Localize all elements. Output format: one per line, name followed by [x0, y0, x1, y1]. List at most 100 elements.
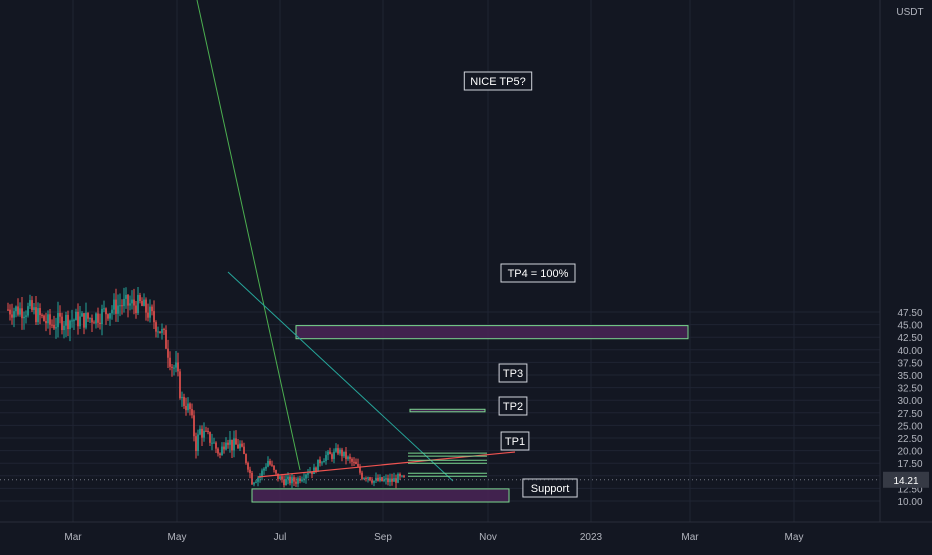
candle-body	[241, 443, 243, 447]
candle-body	[349, 456, 351, 459]
candle-body	[249, 469, 251, 473]
candle-body	[343, 451, 345, 457]
candle-body	[261, 470, 263, 477]
candle-body	[21, 308, 23, 319]
y-tick-label: 20.00	[897, 447, 922, 458]
candle-body	[311, 471, 313, 475]
candle-body	[43, 315, 45, 322]
candle-body	[95, 313, 97, 324]
candle-body	[303, 478, 305, 480]
candle-body	[81, 313, 83, 317]
candle-body	[7, 309, 9, 311]
y-tick-label: 22.50	[897, 434, 922, 445]
candle-body	[205, 430, 207, 432]
candle-body	[301, 479, 303, 482]
x-tick-label: 2023	[580, 532, 603, 543]
candle-body	[365, 478, 367, 480]
y-tick-label: 17.50	[897, 459, 922, 470]
candle-body	[209, 432, 211, 443]
candle-body	[59, 313, 61, 317]
candle-body	[29, 300, 31, 307]
candle-body	[289, 476, 291, 484]
candle-body	[355, 461, 357, 465]
candle-body	[293, 477, 295, 482]
candle-body	[201, 428, 203, 438]
candle-body	[345, 451, 347, 459]
candle-body	[371, 480, 373, 483]
label-text: Support	[531, 483, 570, 495]
candle-body	[255, 481, 257, 483]
candle-body	[137, 294, 139, 314]
candle-body	[87, 312, 89, 319]
candle-body	[247, 462, 249, 470]
candle-body	[31, 300, 33, 311]
candle-body	[153, 311, 155, 323]
candle-body	[189, 403, 191, 410]
candle-body	[305, 474, 307, 479]
candle-body	[131, 299, 133, 304]
candle-body	[237, 444, 239, 449]
candle-body	[145, 299, 147, 313]
candle-body	[93, 322, 95, 324]
candle-body	[15, 306, 17, 312]
candle-body	[155, 322, 157, 332]
candle-body	[177, 362, 179, 372]
candle-body	[75, 311, 77, 321]
candle-body	[217, 448, 219, 454]
candle-body	[287, 476, 289, 480]
zone-label-tp4: TP4 = 100%	[500, 263, 576, 283]
candle-body	[115, 299, 117, 314]
candle-body	[195, 436, 197, 452]
y-tick-label: 45.00	[897, 321, 922, 332]
candle-body	[285, 479, 287, 486]
candle-body	[91, 318, 93, 323]
label-text: TP2	[503, 401, 523, 413]
candle-body	[143, 299, 145, 306]
candle-body	[229, 439, 231, 445]
x-tick-label: May	[168, 532, 187, 543]
candle-body	[25, 315, 27, 317]
candle-body	[363, 478, 365, 480]
trendline-green	[196, 0, 301, 471]
candle-body	[275, 469, 277, 474]
candle-body	[397, 474, 399, 483]
candle-body	[179, 371, 181, 399]
candle-body	[315, 467, 317, 472]
candle-body	[109, 313, 111, 319]
candle-body	[347, 456, 349, 459]
candle-body	[221, 446, 223, 456]
candle-body	[277, 473, 279, 479]
candle-body	[49, 314, 51, 325]
candle-body	[79, 316, 81, 327]
candle-body	[171, 366, 173, 368]
candle-body	[383, 479, 385, 481]
candle-body	[393, 478, 395, 482]
candle-body	[399, 474, 401, 477]
candle-body	[265, 466, 267, 469]
level-label-tp3: TP3	[498, 363, 528, 383]
time-axis-background	[0, 522, 932, 550]
candle-body	[283, 479, 285, 486]
zone-label-tp5: NICE TP5?	[463, 71, 533, 91]
grid	[0, 0, 880, 522]
y-tick-label: 35.00	[897, 371, 922, 382]
candle-body	[161, 328, 163, 333]
label-box	[500, 263, 576, 283]
y-tick-label: 12.50	[897, 484, 922, 495]
candle-body	[381, 477, 383, 481]
candle-body	[389, 478, 391, 483]
label-text: TP4 = 100%	[508, 268, 569, 280]
candle-body	[9, 309, 11, 315]
candle-body	[307, 473, 309, 475]
candle-body	[133, 299, 135, 306]
candle-body	[113, 299, 115, 310]
candle-body	[219, 453, 221, 456]
y-tick-label: 32.50	[897, 384, 922, 395]
y-tick-label: 30.00	[897, 396, 922, 407]
candle-body	[163, 328, 165, 330]
candle-body	[183, 396, 185, 406]
label-box	[463, 71, 533, 91]
candle-body	[135, 305, 137, 314]
